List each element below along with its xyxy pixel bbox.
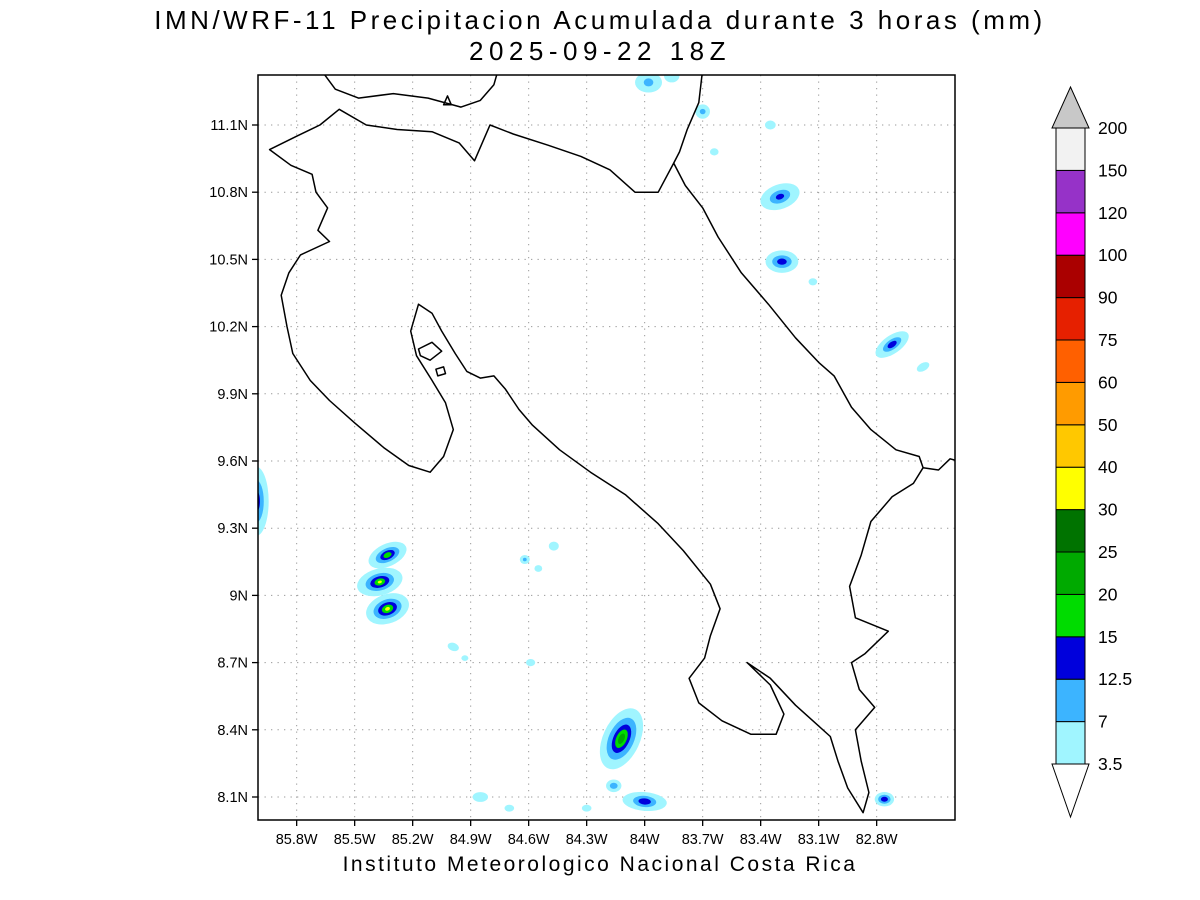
precip-cell (525, 658, 536, 667)
colorbar-level-label: 200 (1098, 118, 1127, 138)
costa-rica-outline (268, 108, 924, 814)
lat-tick-label: 10.2N (209, 320, 248, 336)
colorbar-level-label: 90 (1098, 288, 1118, 308)
map-frame (257, 74, 956, 821)
precip-cell (461, 655, 469, 662)
axis-labels: 8.1N 8.4N 8.7N 9N 9.3N 9.6N 9.9N 10.2N 10.5N 10.8… (209, 118, 898, 848)
lon-tick-label: 83.4W (740, 832, 782, 848)
colorbar-level-label: 120 (1098, 203, 1127, 223)
colorbar-level-label: 60 (1098, 372, 1118, 392)
colorbar-level-label: 75 (1098, 330, 1117, 350)
colorbar (1051, 85, 1090, 819)
lat-tick-label: 8.7N (217, 656, 248, 672)
lon-tick-label: 85.8W (276, 832, 318, 848)
footer-caption: Instituto Meteorologico Nacional Costa R… (342, 853, 858, 876)
lon-tick-label: 82.8W (856, 832, 898, 848)
lon-tick-label: 84.9W (450, 832, 492, 848)
lat-tick-label: 10.5N (209, 252, 248, 268)
colorbar-level-label: 20 (1098, 584, 1118, 604)
colorbar-level-label: 150 (1098, 160, 1127, 180)
lake-nicaragua-shore (323, 75, 498, 108)
precip-cell (368, 541, 407, 569)
lat-tick-label: 11.1N (210, 118, 248, 134)
colorbar-labels: 3.5 7 12.5 15 20 25 30 40 50 60 75 90 100 120 150 200 (1098, 118, 1132, 774)
precip-cell (581, 804, 592, 812)
precip-cell (664, 75, 680, 83)
precip-cell (916, 362, 930, 372)
colorbar-below-arrow (1051, 763, 1090, 819)
precip-cell (760, 183, 800, 211)
precip-cell (599, 708, 644, 770)
colorbar-level-label: 30 (1098, 500, 1118, 520)
colorbar-level-label: 50 (1098, 415, 1118, 435)
colorbar-level-label: 3.5 (1098, 754, 1122, 774)
precip-cell (695, 104, 710, 119)
precip-cell (548, 541, 559, 551)
colorbar-level-label: 100 (1098, 245, 1127, 265)
precip-cell (709, 148, 719, 156)
colorbar-level-label: 15 (1098, 627, 1117, 647)
lat-tick-label: 8.4N (217, 723, 248, 739)
precip-cell (534, 565, 543, 572)
lon-tick-label: 83.7W (682, 832, 724, 848)
colorbar-level-label: 40 (1098, 457, 1118, 477)
precip-cell (472, 792, 489, 802)
panama-coast (922, 458, 955, 471)
island-outline (435, 366, 447, 377)
precip-cell (764, 120, 776, 130)
precip-cell (875, 331, 909, 358)
lat-tick-label: 9.9N (217, 387, 248, 403)
lon-tick-label: 85.5W (334, 832, 376, 848)
precip-cell (874, 792, 895, 807)
lon-tick-label: 84.3W (566, 832, 608, 848)
lat-tick-label: 9N (229, 588, 248, 604)
colorbar-above-arrow (1051, 85, 1090, 129)
lon-tick-label: 83.1W (798, 832, 840, 848)
colorbar-level-label: 25 (1098, 542, 1117, 562)
chart-title: IMN/WRF-11 Precipitacion Acumulada duran… (154, 5, 1046, 35)
precip-cell (635, 75, 663, 93)
axis-ticks (252, 124, 878, 826)
colorbar-level-label: 7 (1098, 712, 1108, 732)
precip-cell (447, 642, 459, 652)
lat-tick-label: 8.1N (217, 790, 248, 806)
colorbar-level-label: 12.5 (1098, 669, 1132, 689)
gridlines (258, 75, 955, 820)
precip-cell (808, 278, 818, 286)
lon-tick-label: 84W (630, 832, 660, 848)
precip-shading (258, 75, 930, 812)
lon-tick-label: 84.6W (508, 832, 550, 848)
precip-cell (366, 593, 409, 625)
precip-cell (504, 804, 515, 812)
island-outline (417, 341, 443, 361)
precip-cell (622, 791, 667, 812)
precip-cell (765, 250, 799, 273)
lat-tick-label: 9.3N (217, 521, 248, 537)
coastline (268, 75, 955, 814)
precip-cell (357, 567, 403, 597)
lat-tick-label: 10.8N (209, 185, 248, 201)
precip-cell (606, 779, 622, 793)
precip-cell (519, 555, 530, 565)
island-outline (442, 95, 453, 106)
lon-tick-label: 85.2W (392, 832, 434, 848)
lat-tick-label: 9.6N (217, 454, 248, 470)
chart-subtitle: 2025-09-22 18Z (468, 36, 732, 66)
nicaragua-coast (673, 75, 703, 164)
